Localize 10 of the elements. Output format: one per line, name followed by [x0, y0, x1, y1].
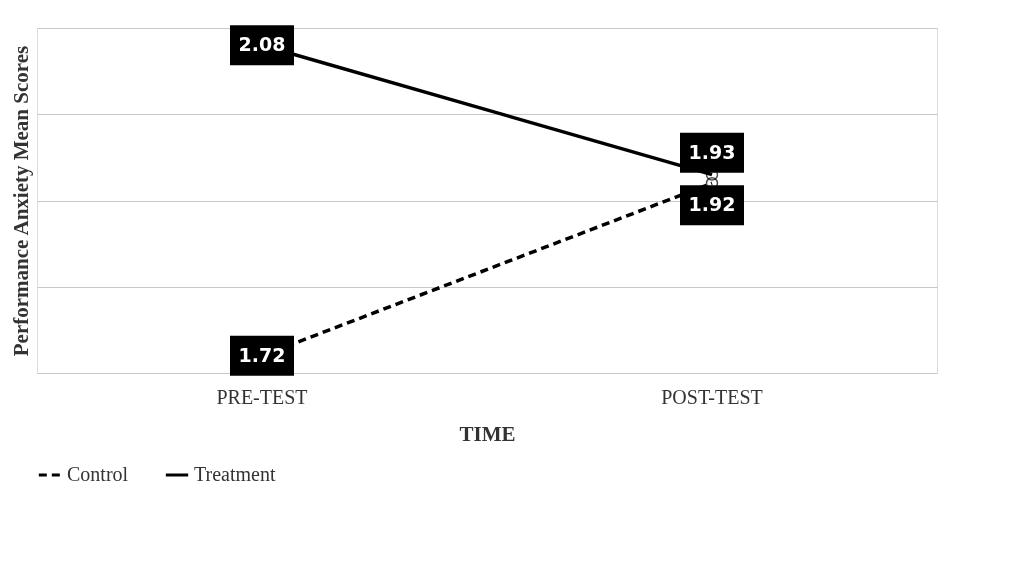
- data-label: 1.93: [688, 140, 736, 163]
- x-tick-label: POST-TEST: [661, 385, 763, 408]
- data-label: 2.08: [238, 33, 286, 56]
- x-axis-title: TIME: [459, 421, 516, 446]
- y-axis-title: Performance Anxiety Mean Scores: [8, 45, 33, 357]
- legend-label: Treatment: [194, 463, 276, 485]
- data-label: 1.72: [238, 343, 286, 366]
- x-tick-label: PRE-TEST: [216, 385, 308, 408]
- data-label: 1.92: [688, 193, 736, 216]
- legend-label: Control: [67, 463, 129, 485]
